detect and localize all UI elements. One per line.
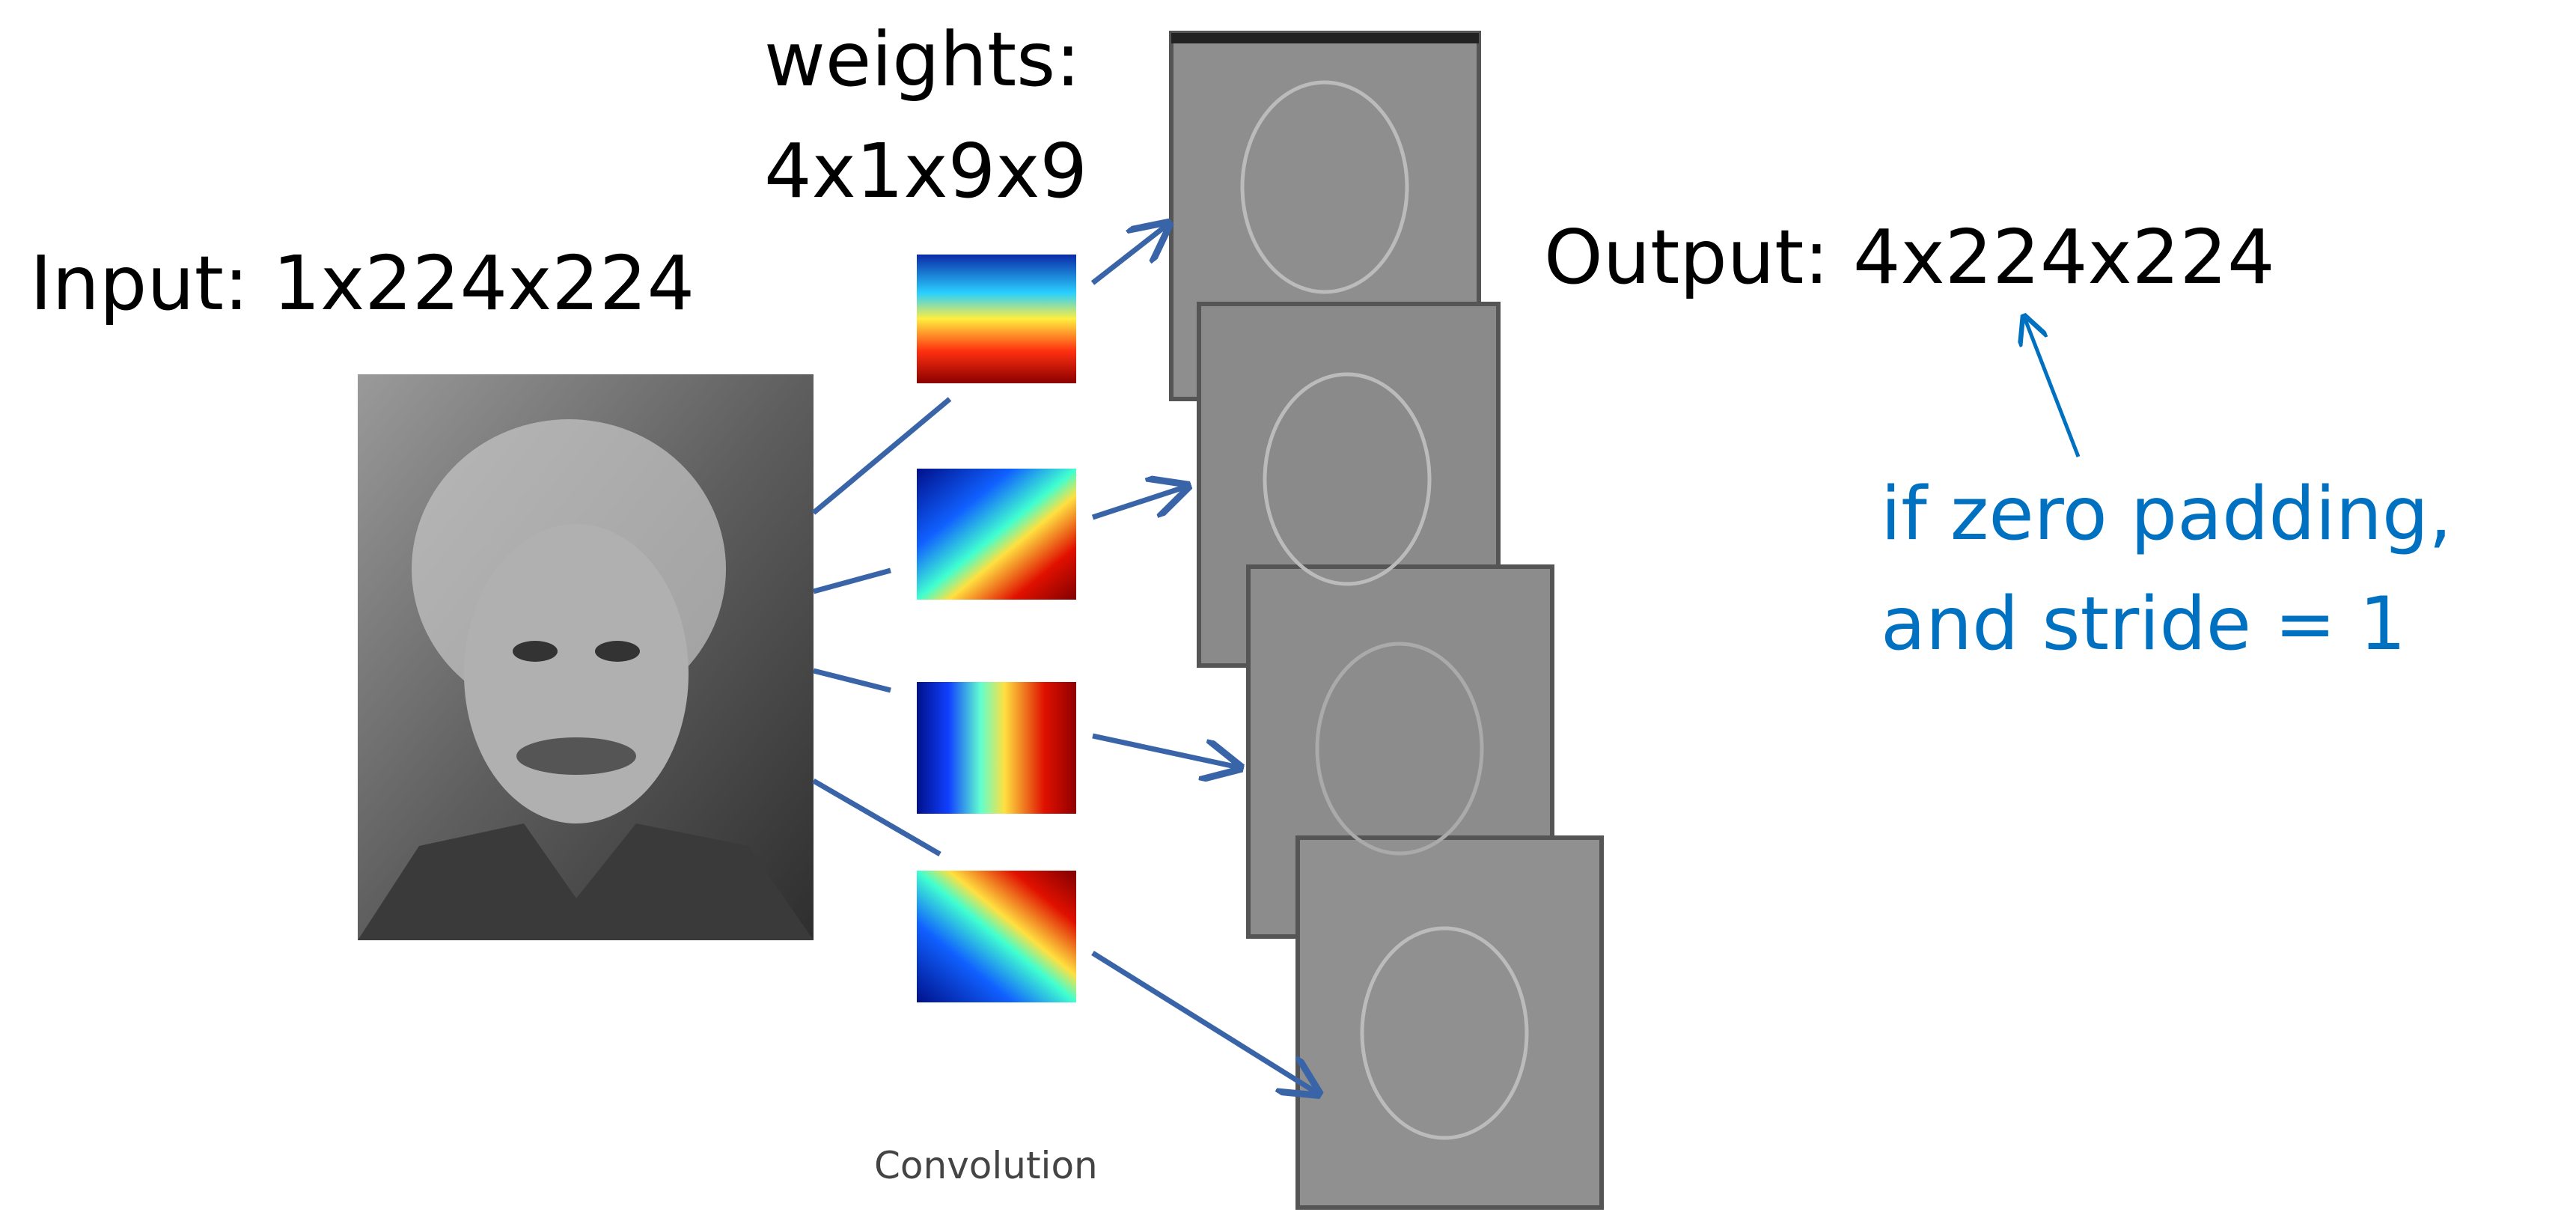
diagram: weights: 4x1x9x9 Input: 1x224x224 Output…: [0, 0, 2576, 1212]
note-line: if zero padding,: [1881, 472, 2452, 557]
filter: [917, 871, 1076, 1002]
filter: [917, 469, 1076, 600]
caption: Convolution: [874, 1144, 1098, 1187]
page: {"weights_label": {"line1": "weights:", …: [0, 0, 2576, 1212]
output-maps: [1171, 33, 1602, 1208]
note-arrow: [2024, 317, 2078, 457]
input-image: [358, 374, 814, 940]
weights-label: weights:: [764, 16, 1081, 103]
weights-shape: 4x1x9x9: [764, 127, 1087, 215]
filter: [917, 682, 1076, 814]
note-line: and stride = 1: [1881, 582, 2406, 667]
filter: [917, 255, 1076, 383]
output-label: Output: 4x224x224: [1544, 213, 2275, 301]
input-label: Input: 1x224x224: [30, 240, 695, 327]
